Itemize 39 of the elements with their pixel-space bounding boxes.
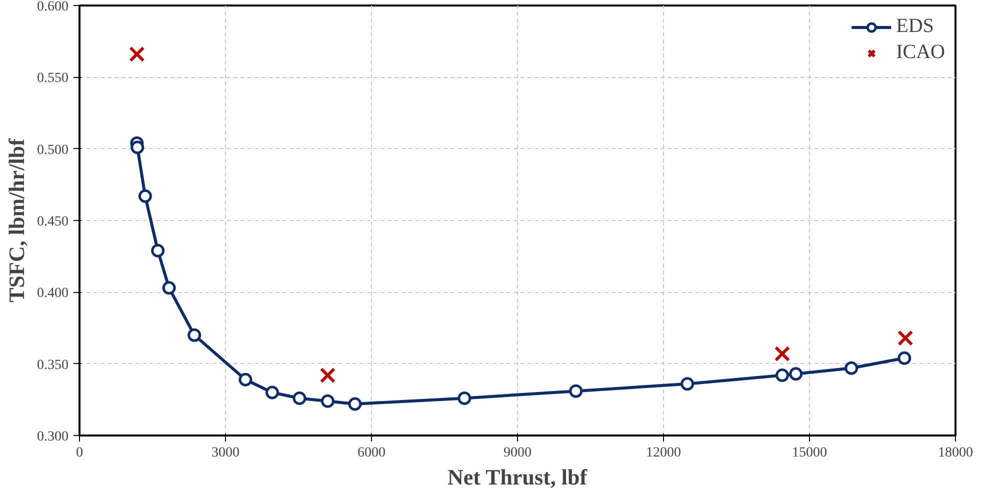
point [789,367,803,381]
point [129,46,145,62]
point [348,397,362,411]
y-tick-label: 0.400 [37,286,68,302]
y-tick-label: 0.450 [37,214,68,230]
x-tick-label: 6000 [358,446,386,460]
y-tick-label: 0.350 [37,358,68,373]
point [238,372,252,386]
point [898,351,912,365]
point [292,391,306,405]
y-tick-label: 0.550 [37,71,68,86]
point [151,244,165,258]
x-tick-label: 0 [76,446,83,460]
legend-label: EDS [896,15,934,38]
point [265,386,279,400]
y-axis-title: TSFC, lbm/hr/lbf [4,138,29,302]
y-tick-label: 0.600 [37,0,68,14]
legend-label: ICAO [896,41,945,64]
point [188,328,202,342]
point [774,346,790,362]
x-tick-label: 15000 [792,446,827,460]
point [775,368,789,382]
y-tick-label: 0.500 [37,142,68,158]
point [898,330,914,346]
x-axis-title: Net Thrust, lbf [448,464,588,490]
point [569,384,583,398]
point [458,391,472,405]
point [680,377,694,391]
y-tick-label: 0.300 [37,430,68,444]
point [844,361,858,375]
point [130,140,144,154]
point [138,189,152,203]
x-tick-label: 12000 [646,446,681,460]
point [320,367,336,384]
x-tick-label: 18000 [938,446,973,460]
x-tick-label: 3000 [212,446,240,460]
x-tick-label: 9000 [504,446,532,460]
point [162,281,176,295]
point [320,394,334,408]
